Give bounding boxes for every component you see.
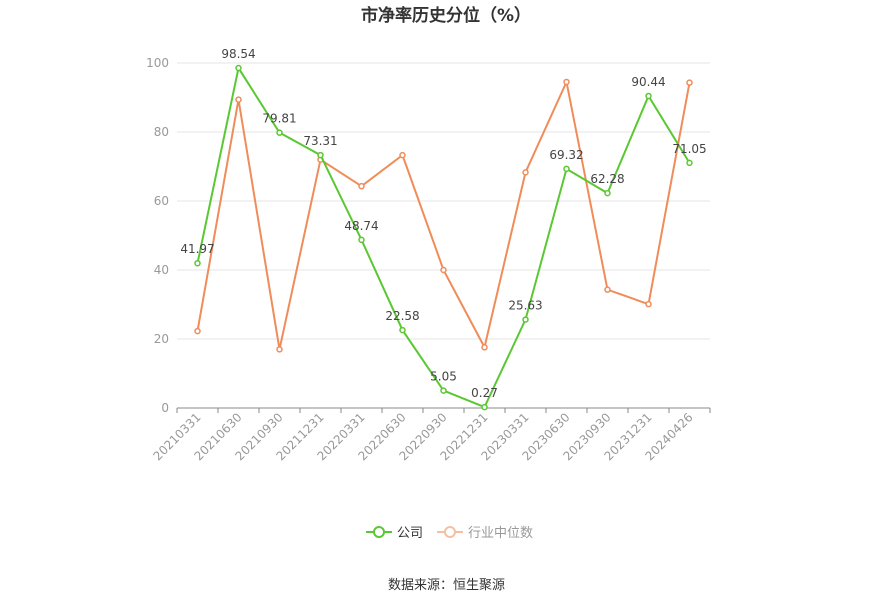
data-point: [604, 286, 611, 293]
data-label: 25.63: [508, 299, 542, 313]
chart-title: 市净率历史分位（%）: [361, 5, 531, 26]
data-label: 69.32: [549, 148, 583, 162]
data-point: [276, 129, 283, 136]
data-source: 数据来源：恒生聚源: [387, 578, 505, 593]
y-tick-label: 80: [154, 125, 169, 139]
data-label: 71.05: [672, 142, 706, 156]
series-layer: [194, 64, 693, 411]
data-point: [235, 64, 242, 72]
data-point: [686, 159, 693, 167]
data-label: 5.05: [430, 370, 457, 384]
data-labels: 41.97 98.54 79.81 73.31 48.74 22.58 5.05 0.27 25…: [180, 47, 706, 400]
y-tick-label: 0: [161, 401, 169, 415]
data-label: 0.27: [471, 386, 498, 400]
data-label: 79.81: [262, 112, 296, 126]
data-point: [194, 259, 201, 267]
data-point: [481, 344, 488, 351]
legend-item-industry[interactable]: 行业中位数: [437, 522, 533, 541]
data-point: [686, 79, 693, 86]
data-label: 73.31: [303, 134, 337, 148]
y-tick-label: 100: [146, 56, 169, 70]
data-label: 62.28: [590, 172, 624, 186]
data-point: [276, 346, 283, 353]
x-axis: 2021033120210630202109302021123120220331…: [151, 407, 711, 463]
data-label: 48.74: [344, 219, 378, 233]
data-point: [358, 182, 365, 190]
data-point: [399, 151, 406, 159]
legend-label-company: 公司: [397, 526, 424, 541]
y-tick-label: 20: [154, 332, 169, 346]
legend-line-marker-icon: [437, 525, 463, 538]
data-label: 98.54: [221, 47, 255, 61]
data-point: [440, 387, 447, 394]
data-point: [604, 189, 611, 197]
data-point: [194, 327, 201, 335]
data-point: [645, 300, 652, 308]
data-point: [399, 326, 406, 334]
y-tick-label: 60: [154, 194, 169, 208]
data-point: [481, 403, 488, 411]
y-tick-label: 40: [154, 263, 169, 277]
legend-label-industry: 行业中位数: [468, 526, 534, 541]
data-point: [522, 316, 529, 323]
legend-line-marker-icon: [366, 525, 392, 538]
data-point: [645, 92, 652, 100]
legend-item-company[interactable]: 公司: [366, 522, 423, 541]
data-label: 41.97: [180, 242, 214, 256]
data-point: [440, 266, 447, 274]
y-axis: 0 20 40 60 80 100: [146, 56, 169, 415]
data-point: [563, 78, 570, 86]
data-point: [317, 151, 324, 159]
data-label: 22.58: [385, 309, 419, 323]
data-point: [563, 165, 570, 173]
data-label: 90.44: [631, 75, 665, 89]
data-point: [235, 96, 242, 103]
data-point: [358, 236, 365, 244]
data-point: [522, 169, 529, 176]
